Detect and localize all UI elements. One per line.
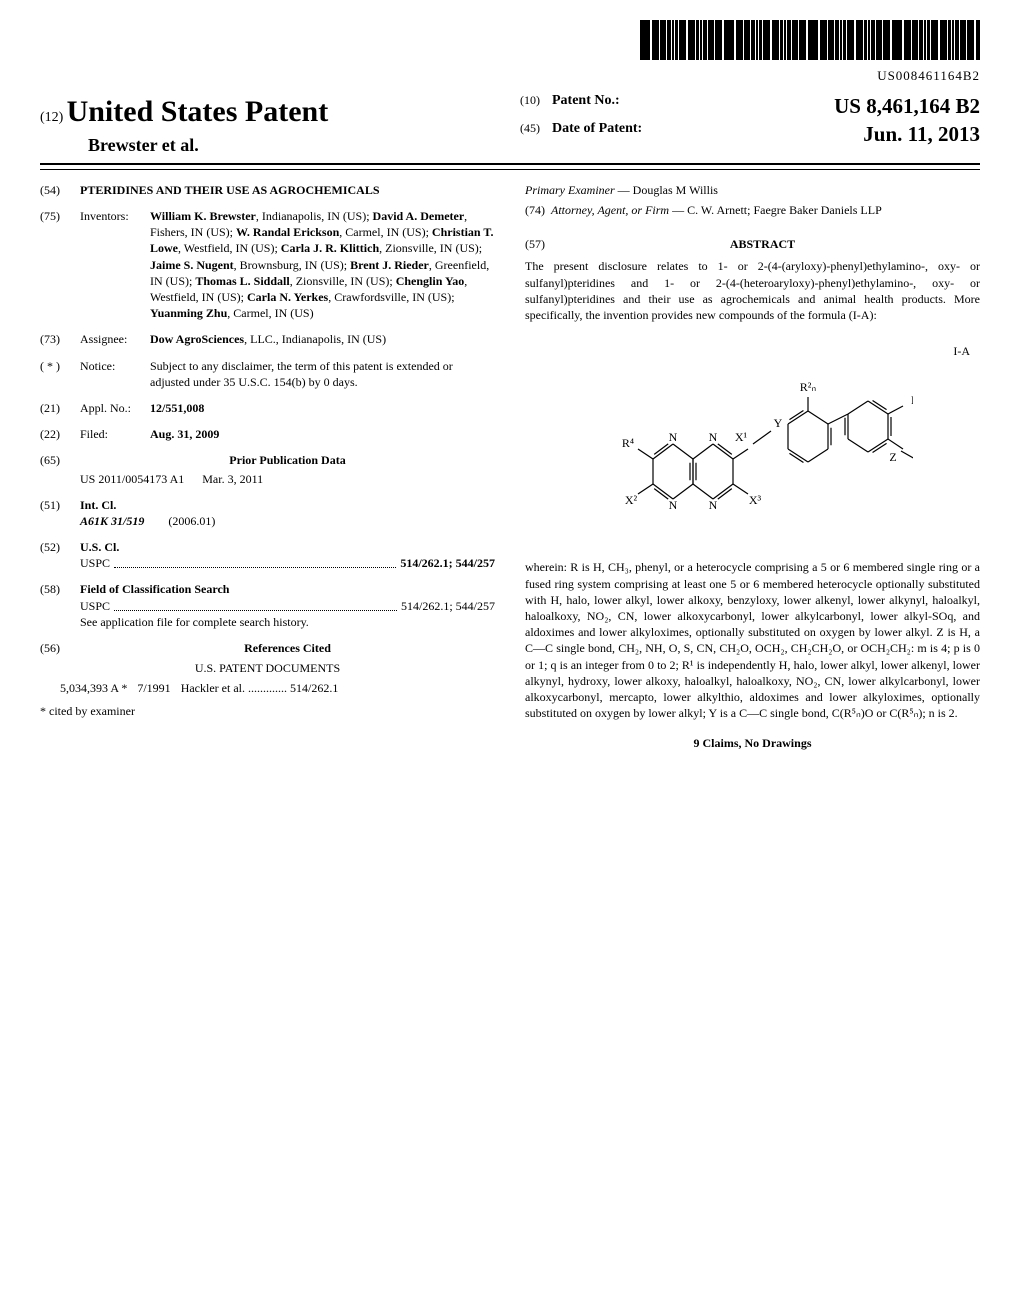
ref-class: 514/262.1 [290,681,338,695]
abstract-paragraph-1: The present disclosure relates to 1- or … [525,258,980,323]
uscl-line-label: USPC [80,555,110,571]
barcode-graphic [640,20,980,60]
svg-text:N: N [708,430,717,444]
prior-num: (65) [40,452,80,468]
refs-subhead: U.S. PATENT DOCUMENTS [40,660,495,676]
inventors-num: (75) [40,208,80,321]
applno-num: (21) [40,400,80,416]
patno-prefix: (10) [520,92,552,120]
title-num: (54) [40,182,80,198]
intcl-label: Int. Cl. [80,498,116,512]
patno-label: Patent No.: [552,92,682,120]
svg-text:R¹ₘ: R¹ₘ [911,393,913,407]
ref-patno: 5,034,393 A * [60,680,127,696]
kind-prefix: (12) [40,110,63,125]
abstract-heading: ABSTRACT [545,236,980,252]
search-label: Field of Classification Search [80,582,229,596]
search-num: (58) [40,581,80,597]
assignee-label: Assignee: [80,331,150,347]
barcode-text: US008461164B2 [40,67,980,85]
attorney-num: (74) [525,203,545,217]
svg-text:N: N [668,498,677,512]
right-column: Primary Examiner — Douglas M Willis (74)… [525,182,980,752]
search-line-label: USPC [80,598,110,614]
notice-label: Notice: [80,358,150,390]
applno-label: Appl. No.: [80,400,150,416]
formula-label: I-A [525,343,980,359]
refs-head: References Cited [244,641,331,655]
patent-number: US 8,461,164 B2 [682,92,980,120]
ref-date: 7/1991 [137,680,170,696]
ref-authors: Hackler et al. [181,681,245,695]
inventors-text: William K. Brewster, Indianapolis, IN (U… [150,209,494,320]
date-label: Date of Patent: [552,120,682,148]
notice-num: ( * ) [40,358,80,390]
notice-text: Subject to any disclaimer, the term of t… [150,358,495,390]
refs-num: (56) [40,640,80,656]
svg-text:R⁴: R⁴ [621,436,633,450]
claims-line: 9 Claims, No Drawings [525,735,980,751]
intcl-num: (51) [40,497,80,513]
patent-header: (12) United States Patent Brewster et al… [40,92,980,165]
attorney-label: Attorney, Agent, or Firm [551,203,669,217]
barcode-block: US008461164B2 [40,20,980,84]
prior-pub-date: Mar. 3, 2011 [202,472,263,486]
document-kind: United States Patent [67,95,329,128]
svg-text:X³: X³ [748,493,761,507]
attorney-name: — C. W. Arnett; Faegre Baker Daniels LLP [672,203,882,217]
header-authors: Brewster et al. [40,133,500,157]
examiner-name: — Douglas M Willis [618,183,718,197]
cited-footnote: * cited by examiner [40,703,495,719]
ref-dots [248,681,290,695]
filed-value: Aug. 31, 2009 [150,427,219,441]
svg-text:X¹: X¹ [734,430,747,444]
intcl-code: A61K 31/519 [80,514,144,528]
uscl-values: 514/262.1; 544/257 [400,555,495,571]
assignee-num: (73) [40,331,80,347]
search-note: See application file for complete search… [80,614,495,630]
uscl-label: U.S. Cl. [80,540,119,554]
svg-text:R²ₙ: R²ₙ [799,380,816,394]
svg-text:Z: Z [889,450,896,464]
left-column: (54) PTERIDINES AND THEIR USE AS AGROCHE… [40,182,495,752]
uscl-num: (52) [40,539,80,555]
svg-text:N: N [708,498,717,512]
prior-pub: US 2011/0054173 A1 [80,472,184,486]
filed-label: Filed: [80,426,150,442]
date-prefix: (45) [520,120,552,148]
search-values: 514/262.1; 544/257 [401,598,495,614]
assignee-text: Dow AgroSciences, LLC., Indianapolis, IN… [150,331,495,347]
abstract-num: (57) [525,236,545,252]
invention-title: PTERIDINES AND THEIR USE AS AGROCHEMICAL… [80,182,495,198]
filed-num: (22) [40,426,80,442]
intcl-year: (2006.01) [168,514,215,528]
svg-text:X²: X² [624,493,637,507]
svg-text:Y: Y [773,416,782,430]
abstract-paragraph-2: wherein: R is H, CH₃, phenyl, or a heter… [525,559,980,721]
examiner-label: Primary Examiner [525,183,615,197]
svg-text:N: N [668,430,677,444]
chemical-formula-diagram: NNNNR⁴X²X³X¹YR²ₙR¹ₘZRₚ [593,369,913,539]
inventors-label: Inventors: [80,208,150,321]
reference-row: 5,034,393 A * 7/1991 Hackler et al. 514/… [60,680,495,696]
prior-head: Prior Publication Data [80,452,495,468]
header-divider [40,169,980,170]
applno-value: 12/551,008 [150,401,204,415]
inventors-list: William K. Brewster, Indianapolis, IN (U… [150,208,495,321]
patent-date: Jun. 11, 2013 [682,120,980,148]
body-columns: (54) PTERIDINES AND THEIR USE AS AGROCHE… [40,182,980,752]
